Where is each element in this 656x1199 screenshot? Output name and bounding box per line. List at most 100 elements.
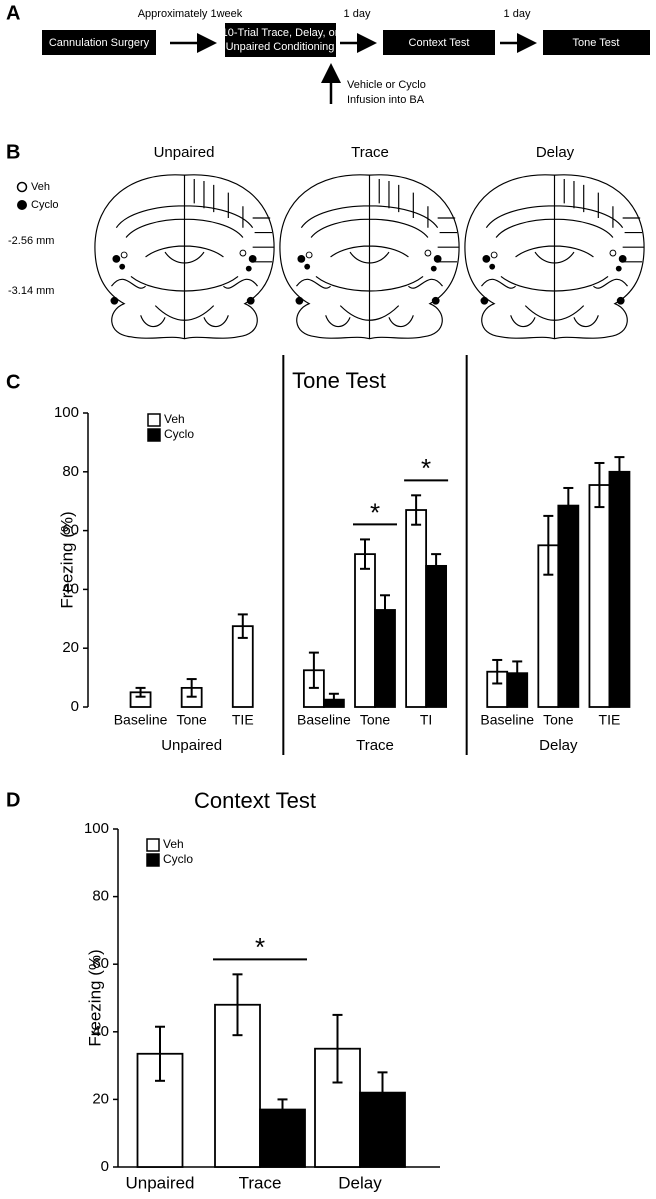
legend-marker (16, 181, 28, 193)
panel-label: A (6, 2, 20, 24)
y-axis-label: Freezing (%) (57, 511, 76, 608)
box-label: Context Test (409, 37, 470, 49)
significance-mark: * (255, 932, 265, 962)
error-bar (237, 613, 248, 639)
x-tick-label: Baseline (297, 712, 351, 728)
panel-label: C (6, 371, 20, 393)
legend-label: Veh (164, 412, 185, 426)
legend-label: Cyclo (163, 852, 193, 866)
bar (608, 470, 631, 708)
error-bar (380, 594, 390, 626)
legend-label: Veh (163, 837, 184, 851)
error-bar (360, 538, 370, 570)
x-tick-label: TI (420, 712, 432, 728)
brain-section (279, 174, 460, 340)
y-tick-label: 60 (92, 955, 109, 972)
chart-title: Tone Test (292, 368, 386, 393)
x-tick-label: Unpaired (126, 1173, 195, 1192)
level-label: -3.14 mm (8, 285, 54, 297)
error-bar (308, 651, 319, 689)
bar (557, 504, 580, 708)
y-tick-label: 100 (54, 404, 79, 421)
box (383, 30, 495, 55)
error-bar (431, 553, 442, 579)
brain-section (464, 174, 645, 340)
legend-label: Cyclo (164, 427, 194, 441)
legend-swatch (147, 413, 161, 427)
box-label: Tone Test (573, 37, 620, 49)
legend-swatch (146, 838, 160, 852)
box-label: 10-Trial Trace, Delay, or (222, 27, 339, 39)
brain-title: Unpaired (154, 144, 215, 161)
legend-swatch (147, 428, 161, 442)
error-bar (328, 692, 339, 707)
brain-title: Trace (351, 144, 389, 161)
error-bar (543, 514, 554, 576)
interval-label: 1 day (504, 8, 531, 20)
panel-label: D (6, 789, 20, 811)
chart-title: Context Test (194, 788, 316, 813)
box (42, 30, 156, 55)
x-tick-label: Trace (239, 1173, 282, 1192)
box (225, 23, 336, 57)
error-bar (411, 494, 422, 526)
box (543, 30, 650, 55)
brain-section (94, 174, 275, 340)
bar (588, 484, 611, 708)
error-bar (332, 1013, 343, 1084)
y-tick-label: 20 (62, 639, 79, 656)
x-tick-label: Baseline (480, 712, 534, 728)
legend-label: Cyclo (31, 199, 59, 211)
error-bar (594, 461, 605, 509)
significance-mark: * (370, 497, 380, 527)
y-tick-label: 80 (92, 888, 109, 905)
y-tick-label: 40 (92, 1023, 109, 1040)
legend-label: Veh (31, 181, 50, 193)
error-bar (277, 1098, 288, 1121)
y-tick-label: 40 (62, 580, 79, 597)
bar (405, 509, 428, 708)
error-bar (135, 686, 146, 698)
box-label: Unpaired Conditioning (226, 41, 335, 53)
arrows (170, 33, 537, 104)
legend-marker (17, 200, 27, 210)
error-bar (512, 660, 523, 686)
interval-label: Approximately 1week (138, 8, 243, 20)
error-bar (155, 1025, 165, 1082)
error-bar (377, 1071, 388, 1114)
error-bar (614, 456, 625, 488)
y-tick-label: 0 (101, 1158, 109, 1175)
error-bar (232, 973, 243, 1037)
error-bar (492, 658, 503, 685)
x-tick-label: TIE (232, 712, 254, 728)
y-axis-label: Freezing (%) (85, 949, 104, 1046)
error-bar (563, 486, 574, 525)
infusion-label: Vehicle or Cyclo (347, 79, 426, 91)
y-tick-label: 100 (84, 820, 109, 837)
infusion-label: Infusion into BA (347, 94, 425, 106)
significance-mark: * (421, 453, 431, 483)
group-label: Trace (356, 737, 394, 754)
error-bar (186, 678, 197, 698)
legend-swatch (146, 853, 160, 867)
group-label: Delay (539, 737, 578, 754)
bar (354, 553, 376, 708)
y-tick-label: 0 (71, 698, 79, 715)
y-tick-label: 20 (92, 1090, 109, 1107)
x-tick-label: Tone (360, 712, 391, 728)
panel-label: B (6, 141, 20, 163)
x-tick-label: TIE (599, 712, 621, 728)
level-label: -2.56 mm (8, 235, 54, 247)
group-label: Unpaired (161, 737, 222, 754)
y-tick-label: 60 (62, 522, 79, 539)
brain-title: Delay (536, 144, 575, 161)
x-tick-label: Baseline (114, 712, 168, 728)
y-tick-label: 80 (62, 463, 79, 480)
x-tick-label: Tone (543, 712, 574, 728)
bar (425, 564, 448, 708)
box-label: Cannulation Surgery (49, 37, 150, 49)
x-tick-label: Delay (338, 1173, 382, 1192)
x-tick-label: Tone (176, 712, 207, 728)
interval-label: 1 day (344, 8, 371, 20)
